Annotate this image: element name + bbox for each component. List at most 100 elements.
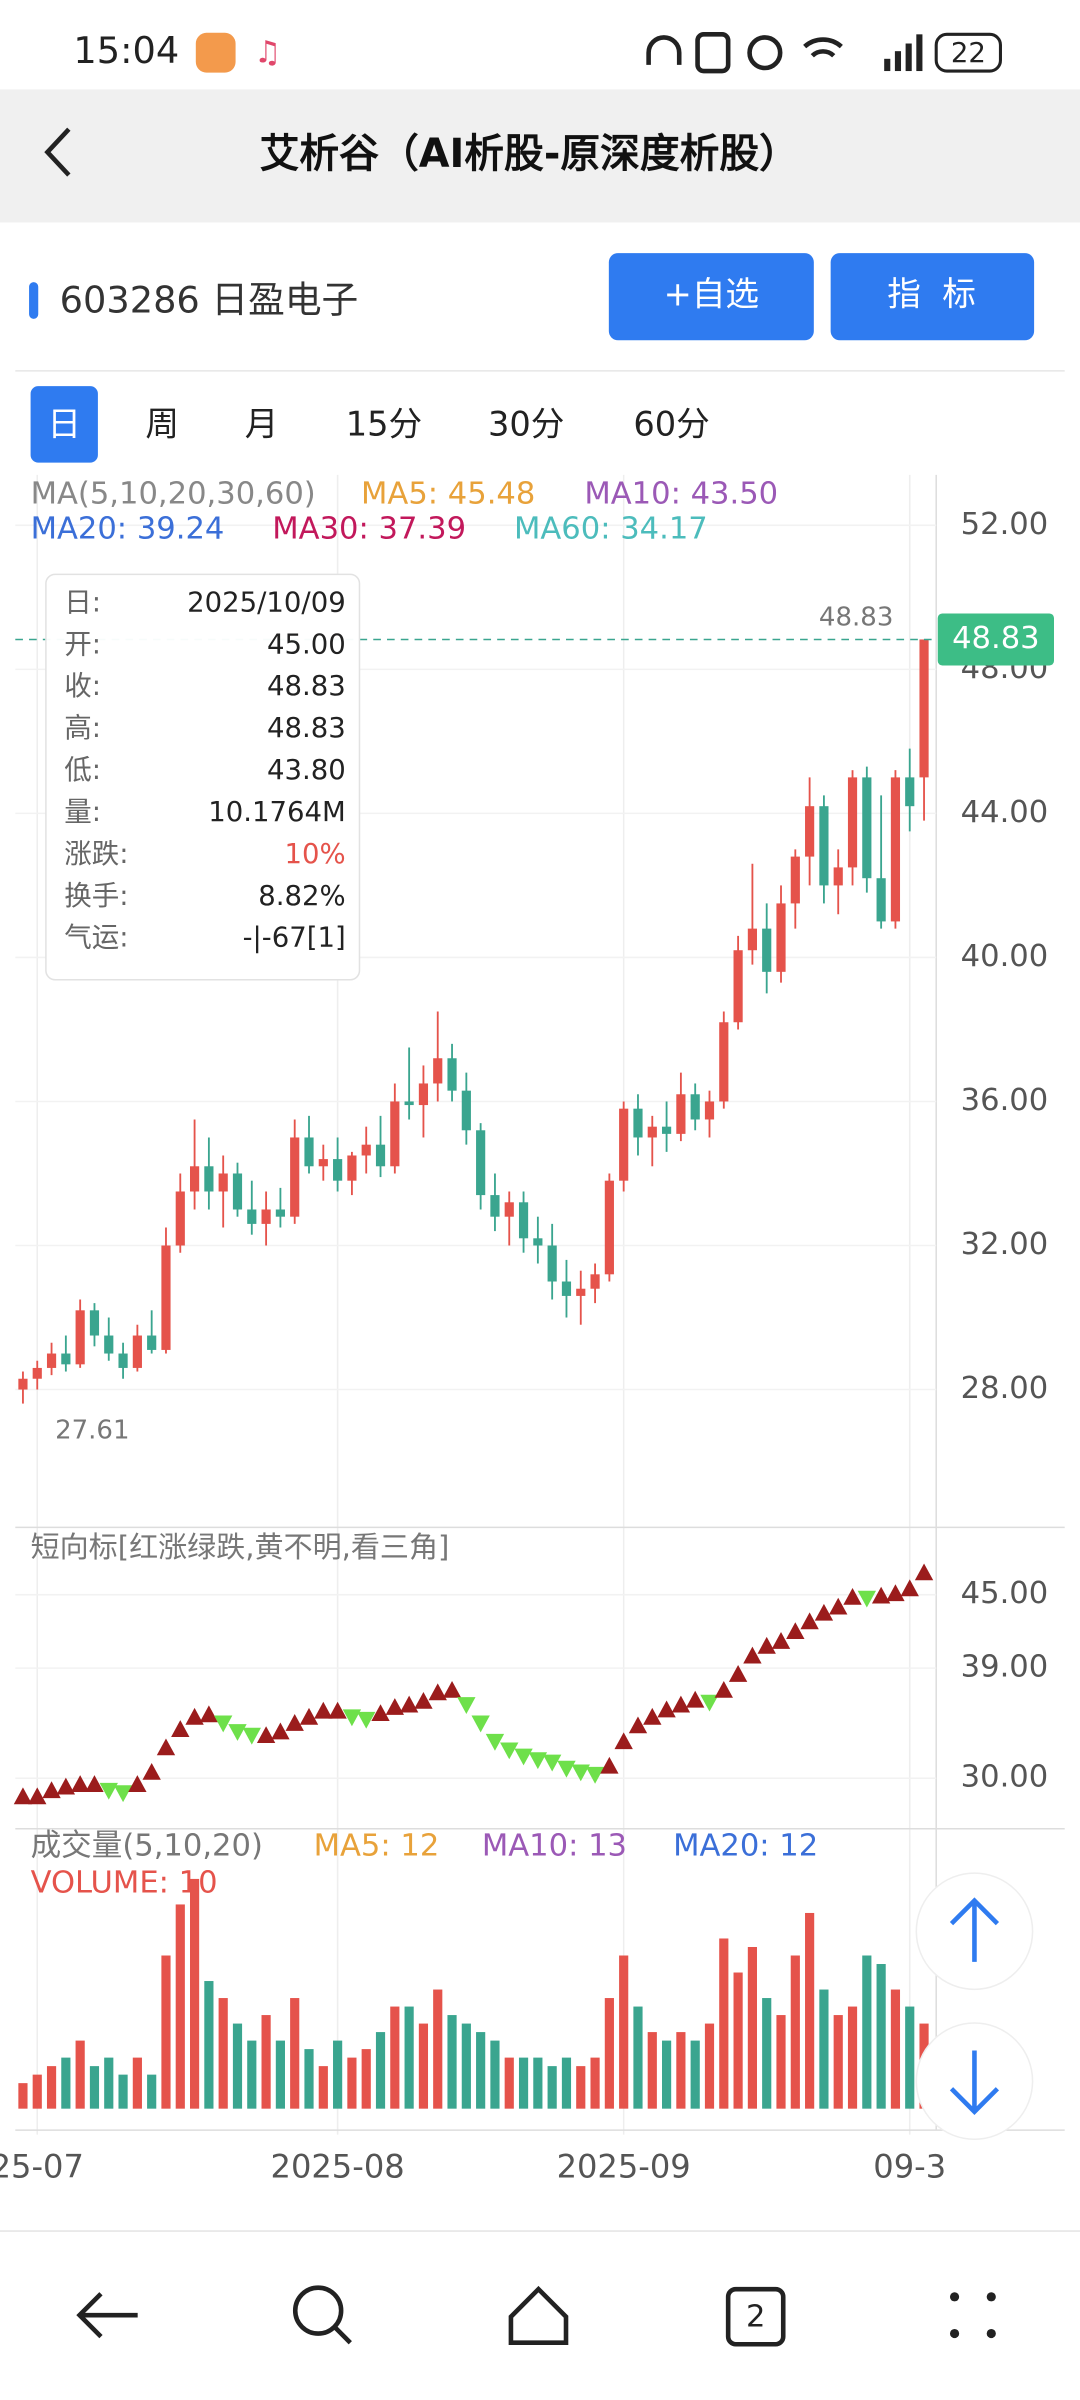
indicator-button[interactable]: [830, 253, 1035, 341]
volume-bar: [518, 2057, 529, 2109]
volume-bar: [118, 2074, 128, 2109]
indicator-triangle: [514, 1748, 533, 1766]
period-tab[interactable]: 15分: [346, 404, 422, 443]
indicator-triangle: [671, 1695, 691, 1713]
tooltip-key: 量:: [64, 796, 101, 828]
tooltip-value: 48.83: [267, 670, 346, 702]
volume-bar: [204, 1981, 214, 2109]
candle-body: [847, 777, 858, 868]
volume-bar: [862, 1955, 872, 2109]
volume-bar: [147, 2074, 157, 2109]
volume-bar: [261, 2015, 271, 2109]
y-tick-label: 44.00: [961, 795, 1049, 830]
volume-bar: [104, 2057, 114, 2109]
volume-bar: [189, 1878, 200, 2109]
indicator-triangle: [357, 1711, 376, 1729]
y-tick-label: 28.00: [961, 1371, 1049, 1406]
candle-body: [805, 806, 815, 857]
indicator-triangle: [242, 1727, 261, 1745]
back-button[interactable]: [44, 127, 71, 177]
ma-legend: MA5: 45.48: [361, 476, 535, 511]
indicator-triangle: [128, 1775, 147, 1793]
period-tab[interactable]: 月: [245, 404, 279, 443]
indicator-button-label[interactable]: 指 标: [887, 274, 976, 313]
candle-body: [647, 1126, 657, 1138]
tooltip-value: 43.80: [267, 754, 346, 786]
nav-back[interactable]: [76, 2292, 138, 2339]
y-tick-label: 40.00: [961, 939, 1049, 974]
volume-bar: [762, 1998, 772, 2109]
indicator-triangle: [628, 1716, 648, 1734]
candle-body: [275, 1209, 285, 1217]
x-tick-label: 25-07: [0, 2147, 84, 2185]
indicator-triangle: [28, 1787, 47, 1805]
up-arrow[interactable]: [949, 1897, 1000, 1962]
nav-tabs[interactable]: [725, 2286, 786, 2347]
candle-body: [175, 1191, 185, 1246]
candle-body: [747, 928, 757, 951]
indicator-triangle: [643, 1707, 662, 1725]
signal-icon: [884, 34, 923, 72]
candle-body: [490, 1195, 500, 1217]
candle-body: [776, 903, 786, 972]
y-tick-label: 52.00: [961, 507, 1049, 542]
indicator-triangle: [714, 1680, 733, 1698]
candle-body: [390, 1101, 400, 1167]
volume-bar: [847, 2006, 858, 2109]
tooltip-value: 45.00: [267, 628, 346, 660]
y-tick-label: 45.00: [961, 1576, 1049, 1611]
candle-body: [890, 777, 901, 922]
down-arrow[interactable]: [949, 2050, 1000, 2115]
volume-bar: [318, 2066, 328, 2109]
volume-bar: [776, 2015, 786, 2109]
candle-body: [433, 1058, 443, 1084]
indicator-triangle: [385, 1698, 405, 1715]
candle-body: [833, 867, 843, 886]
watch-button-label[interactable]: +自选: [664, 274, 759, 313]
battery-level: 22: [951, 37, 986, 69]
tooltip-key: 涨跌:: [64, 838, 128, 870]
period-tab[interactable]: 日: [47, 404, 81, 443]
candle-body: [504, 1202, 514, 1217]
indicator-triangle: [171, 1720, 190, 1737]
volume-bar: [833, 2015, 843, 2109]
indicator-triangle: [442, 1680, 462, 1698]
indicator-triangle: [399, 1695, 419, 1713]
nav-search[interactable]: [292, 2285, 344, 2336]
volume-bar: [18, 2083, 28, 2109]
indicator-triangle: [214, 1715, 233, 1733]
period-tabs: 日 周 月 15分 30分 60分: [30, 386, 710, 463]
tooltip-key: 气运:: [64, 922, 128, 954]
candle-body: [518, 1202, 529, 1239]
nav-tabs-count: 2: [746, 2300, 765, 2335]
candle-body: [561, 1281, 572, 1296]
volume-bar: [390, 2006, 400, 2109]
nav-home[interactable]: [508, 2285, 569, 2346]
period-tab-active[interactable]: [30, 386, 98, 463]
candle-body: [232, 1173, 243, 1210]
candle-body: [876, 878, 886, 922]
watch-button[interactable]: [608, 253, 814, 341]
period-tab[interactable]: 60分: [633, 404, 709, 443]
period-tab[interactable]: 30分: [488, 404, 564, 443]
tooltip-key: 开:: [64, 628, 101, 660]
volume-bar: [590, 2057, 600, 2109]
volume-bar: [504, 2057, 514, 2109]
candle-body: [361, 1144, 371, 1156]
tooltip-key: 日:: [64, 586, 101, 618]
period-tab[interactable]: 周: [145, 404, 179, 443]
ma-legend: MA30: 37.39: [272, 511, 466, 546]
volume-bar: [361, 2049, 371, 2109]
indicator-triangle: [686, 1690, 705, 1708]
indicator-triangle: [299, 1707, 319, 1725]
indicator-triangle: [614, 1732, 633, 1750]
candle-body: [476, 1130, 486, 1196]
indicator-triangle: [743, 1646, 762, 1664]
x-tick-label: 2025-08: [271, 2147, 405, 2185]
volume-bar: [89, 2066, 100, 2109]
nav-menu[interactable]: [949, 2292, 996, 2339]
candle-body: [46, 1353, 57, 1368]
volume-bar: [132, 2057, 142, 2109]
candle-body: [161, 1245, 171, 1350]
y-tick-label: 32.00: [961, 1227, 1049, 1262]
